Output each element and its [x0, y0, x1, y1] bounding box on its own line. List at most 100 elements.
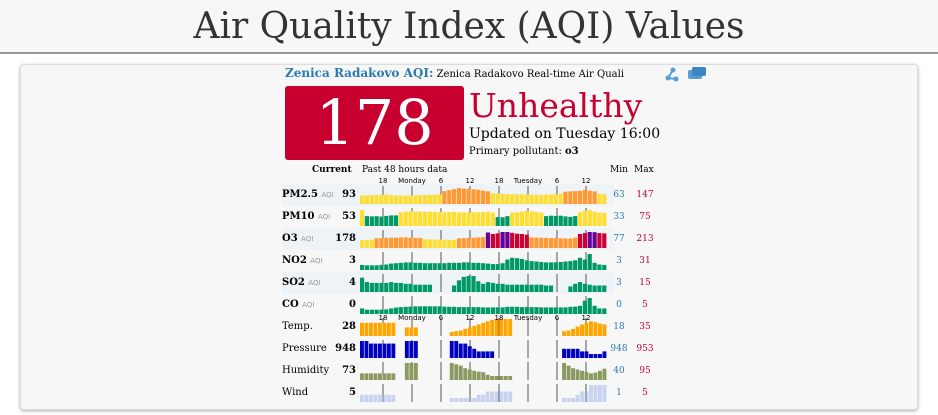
history-bar — [577, 257, 583, 270]
history-bar — [589, 373, 593, 380]
history-bar — [587, 190, 592, 204]
max-header: Max — [634, 165, 654, 175]
history-bar — [553, 238, 558, 248]
history-bar — [500, 263, 505, 270]
history-bar — [447, 212, 452, 226]
history-bar — [472, 325, 477, 336]
history-bar — [456, 280, 462, 292]
history-bar — [592, 232, 597, 248]
history-bar — [449, 341, 454, 358]
history-bar — [452, 189, 457, 204]
history-bar — [378, 322, 382, 336]
history-bar — [562, 331, 566, 336]
history-bar — [454, 398, 459, 402]
history-bar — [413, 284, 418, 292]
current-value: 178 — [335, 233, 356, 244]
history-bar — [427, 239, 432, 248]
history-bar — [544, 194, 549, 204]
history-bar — [456, 188, 462, 204]
history-bar — [519, 194, 524, 204]
history-bar — [476, 237, 481, 248]
history-bar — [449, 363, 454, 380]
history-bar — [503, 376, 508, 380]
widget-icons — [664, 66, 708, 86]
history-bar — [598, 370, 602, 380]
history-bar — [589, 321, 593, 336]
history-bar — [471, 237, 476, 248]
history-bar — [467, 346, 472, 358]
station-name[interactable]: Zenica Radakovo AQI: — [285, 66, 434, 80]
history-bar — [393, 282, 399, 292]
history-bar — [592, 285, 597, 292]
min-value: 1 — [616, 388, 622, 398]
history-bar — [587, 284, 592, 292]
history-bar — [575, 348, 580, 358]
history-bar — [534, 261, 539, 270]
max-value: 5 — [642, 300, 648, 310]
history-bar — [364, 309, 369, 314]
station-subtitle: Zenica Radakovo Real-time Air Quali — [436, 69, 625, 80]
history-bar — [408, 211, 413, 226]
history-bar — [452, 239, 457, 248]
history-bar — [461, 262, 466, 270]
history-bar — [481, 283, 486, 292]
max-value: 31 — [639, 256, 651, 266]
max-value: 213 — [636, 234, 654, 244]
unit-label: AQI — [318, 213, 331, 221]
history-bar — [432, 211, 437, 226]
history-bar — [593, 354, 598, 358]
history-bar — [593, 372, 598, 380]
history-bar — [539, 237, 544, 248]
history-bar — [544, 285, 549, 292]
history-bar — [485, 282, 491, 292]
history-bar — [602, 285, 607, 292]
history-bar — [386, 373, 391, 380]
history-bar — [466, 238, 471, 248]
history-bar — [454, 331, 459, 336]
history-bar — [544, 307, 549, 314]
history-bar — [563, 216, 568, 226]
history-bar — [458, 365, 463, 380]
history-bar — [442, 306, 447, 314]
share-icon[interactable] — [664, 66, 708, 82]
history-bar — [582, 210, 587, 226]
history-bar — [437, 239, 442, 248]
history-bar — [393, 263, 399, 270]
history-bar — [379, 282, 384, 292]
history-bar — [602, 324, 607, 336]
history-bar — [432, 306, 437, 314]
history-bar — [602, 308, 607, 314]
history-bar — [360, 341, 364, 358]
history-bar — [558, 193, 563, 204]
history-bar — [558, 262, 563, 270]
min-value: 948 — [610, 344, 628, 354]
history-bar — [534, 211, 539, 226]
history-bar — [386, 322, 391, 336]
station-header: Zenica Radakovo AQI: Zenica Radakovo Rea… — [285, 66, 624, 80]
history-bar — [580, 324, 584, 336]
history-bar — [524, 234, 529, 248]
history-bar — [515, 306, 520, 314]
row-label: Pressure — [282, 343, 327, 354]
history-bar — [485, 263, 491, 270]
history-bar — [398, 282, 403, 292]
pollutant-name: PM10 — [282, 211, 315, 222]
history-bar — [592, 305, 597, 314]
table-row: PM10 AQI 53 — [282, 206, 614, 228]
history-bar — [447, 262, 452, 270]
history-bar — [471, 276, 476, 292]
history-bar — [503, 319, 508, 336]
history-bar — [471, 307, 476, 314]
history-bar — [544, 262, 549, 270]
history-bar — [490, 391, 495, 402]
row-label: Humidity — [282, 365, 330, 376]
min-value: 63 — [613, 190, 625, 200]
history-bar — [548, 194, 554, 204]
history-bar — [587, 232, 592, 248]
max-value: 147 — [636, 190, 654, 200]
history-bar — [568, 191, 573, 204]
history-bar — [403, 195, 408, 204]
history-bar — [364, 282, 369, 292]
history-bar — [432, 263, 437, 270]
history-bar — [447, 239, 452, 248]
